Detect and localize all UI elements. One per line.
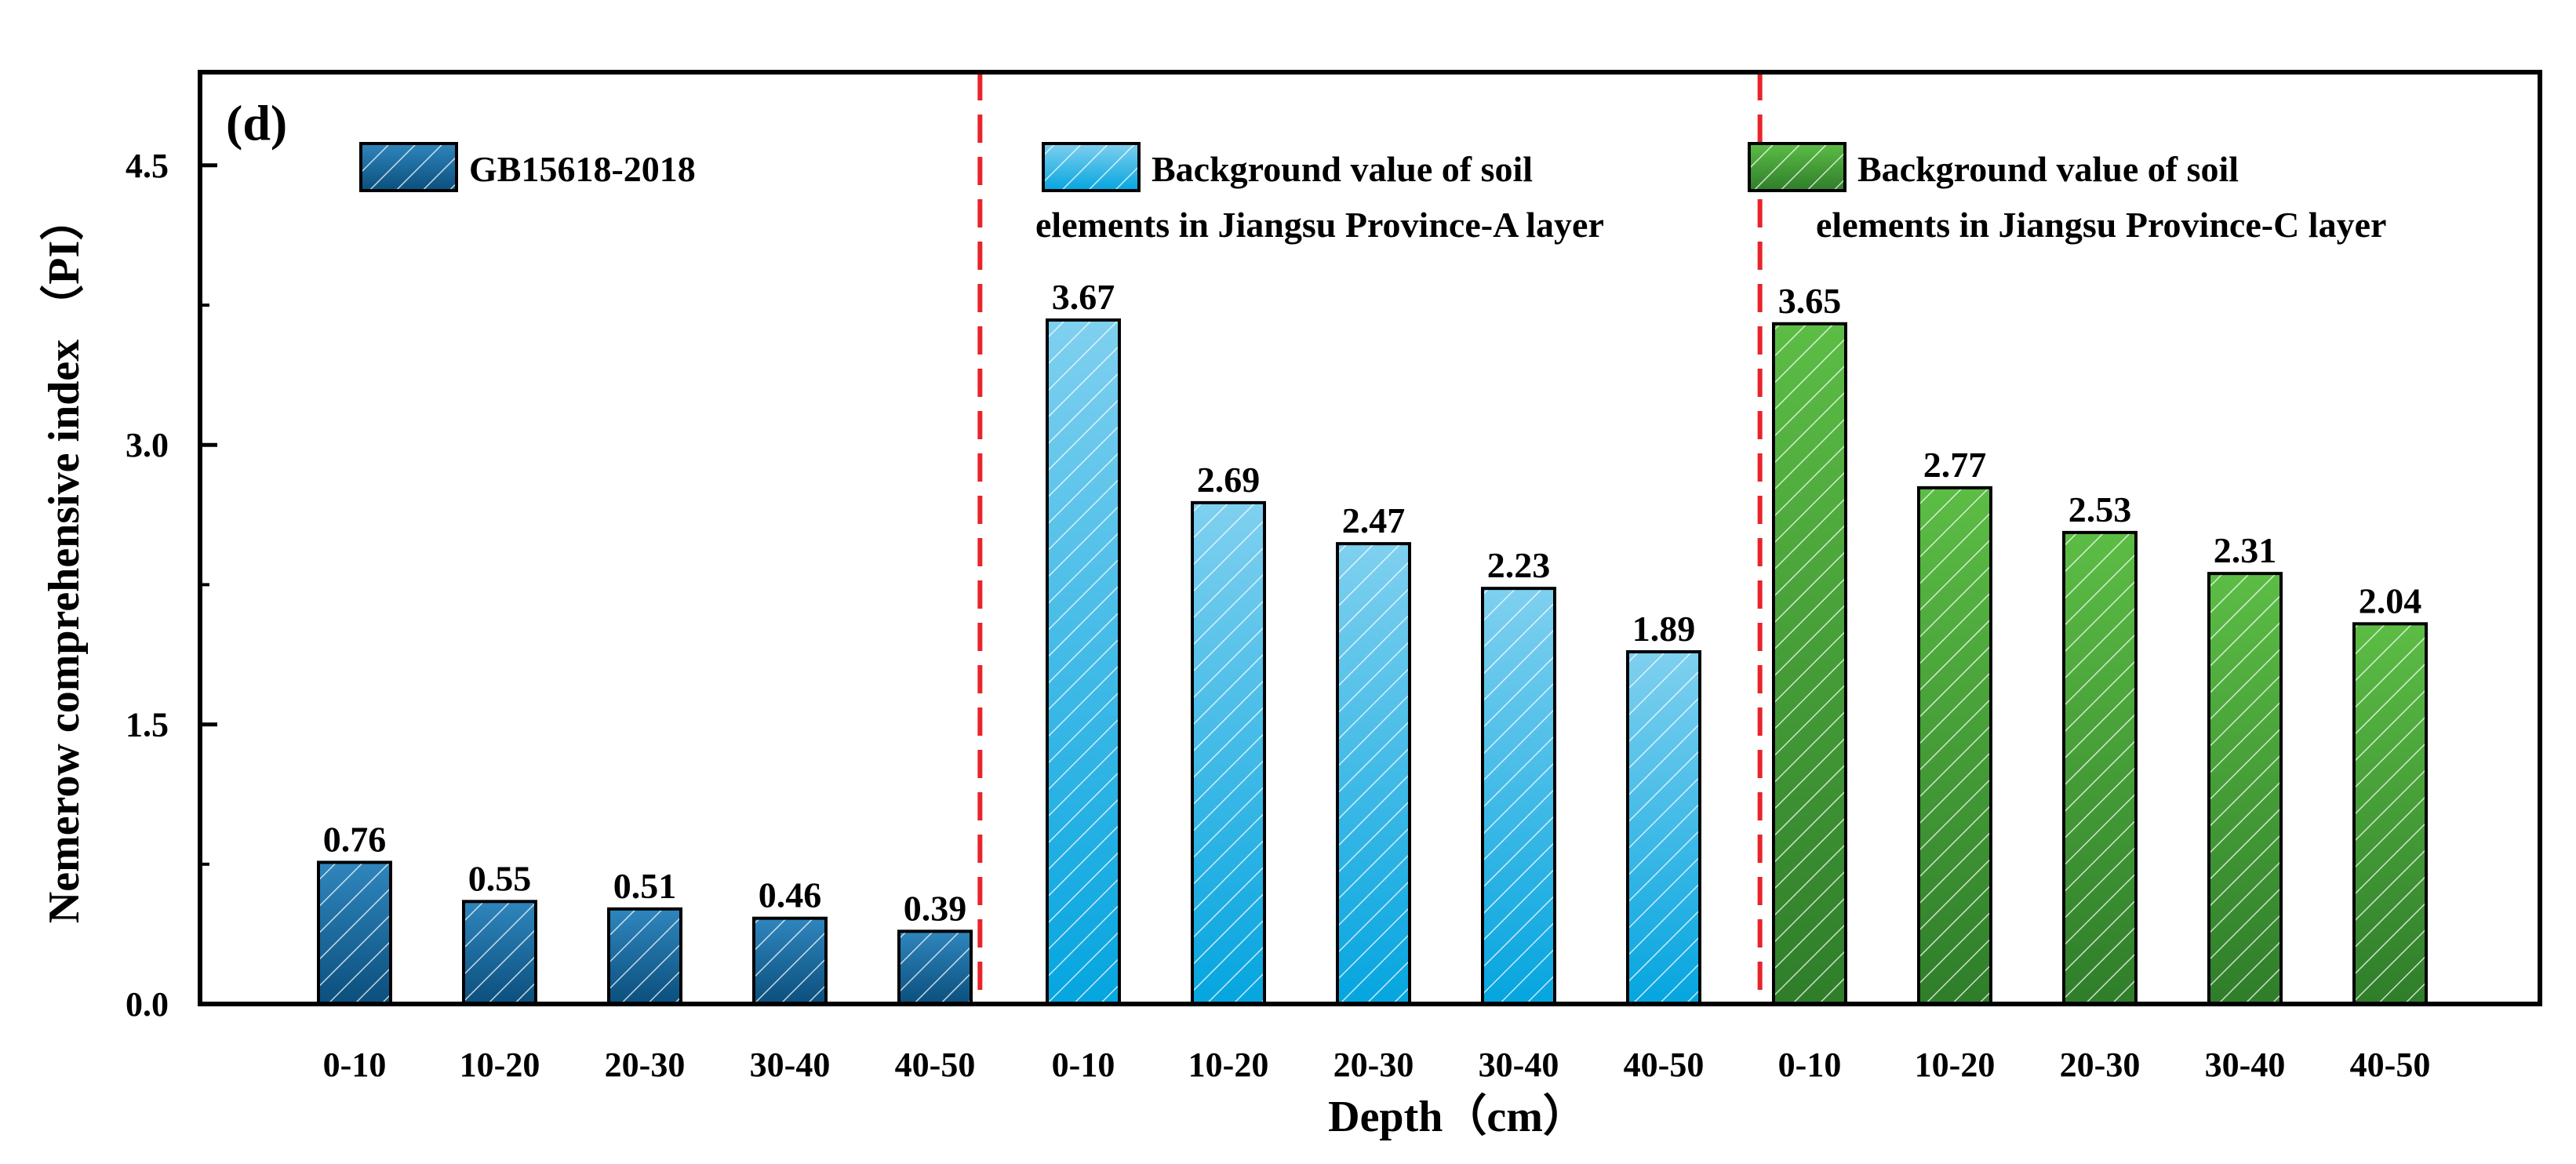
bar-hatch-1-1 [1191,500,1266,1006]
value-label: 0.55 [468,858,532,898]
value-label: 0.39 [904,888,967,928]
y-tick-label: 1.5 [126,706,169,744]
panel-label: (d) [226,95,287,151]
bar-hatch-0-4 [897,929,973,1006]
value-labels-layer: 0.76 0.55 0.51 0.46 0.39 3.67 2.69 2.47 2.23 1.89… [323,277,2422,928]
x-tick-label: 0-10 [1052,1046,1115,1084]
x-tick-label: 10-20 [1915,1046,1996,1084]
x-tick-label: 20-30 [605,1046,686,1084]
legend: GB15618-2018 Background value of soil elem… [359,142,2386,245]
bar-hatch-2-4 [2352,622,2428,1006]
bar-hatch-2-1 [1917,486,1992,1006]
x-tick-label: 20-30 [2060,1046,2141,1084]
value-label: 2.53 [2068,489,2132,529]
y-tick-label: 3.0 [126,426,169,464]
x-tick-label: 30-40 [750,1046,831,1084]
x-tick-label: 0-10 [1778,1046,1842,1084]
x-tick-label: 10-20 [460,1046,540,1084]
value-label: 2.31 [2214,530,2277,570]
x-tick-label: 30-40 [2205,1046,2286,1084]
bar-hatch-1-0 [1046,318,1121,1006]
legend-label-0: GB15618-2018 [469,149,696,189]
value-label: 2.04 [2359,580,2422,620]
legend-label-1: Background value of soil [1152,149,1533,189]
bar-hatch-1-3 [1481,587,1556,1006]
value-label: 2.77 [1923,445,1987,485]
y-tick-label: 4.5 [126,147,169,185]
bar-hatch-0-0 [317,860,392,1006]
x-tick-label: 30-40 [1479,1046,1559,1084]
value-label: 2.47 [1342,500,1406,540]
x-axis-title: Depth（cm） [1328,1092,1587,1141]
bar-hatch-2-0 [1772,322,1847,1006]
value-label: 2.69 [1197,460,1261,500]
value-label: 0.76 [323,819,387,859]
value-label: 3.67 [1052,277,1115,317]
x-tick-label: 20-30 [1333,1046,1414,1084]
x-tick-label: 40-50 [895,1046,976,1084]
value-label: 2.23 [1487,545,1551,585]
bar-hatch-2-3 [2207,572,2283,1006]
value-label: 3.65 [1778,281,1842,321]
legend-swatch-hatch-1 [1042,142,1141,192]
legend-swatch-hatch-2 [1748,142,1846,192]
bar-hatch-0-2 [607,907,682,1006]
legend-label-2: Background value of soil [1857,149,2239,189]
x-tick-label: 40-50 [2350,1046,2431,1084]
bar-hatch-0-1 [462,900,537,1006]
y-tick-label: 0.0 [126,985,169,1024]
y-axis: 0.0 1.5 3.0 4.5 [126,147,217,1024]
bar-hatch-2-2 [2062,530,2138,1006]
value-label: 0.46 [759,875,822,915]
x-tick-label: 40-50 [1624,1046,1705,1084]
value-label: 1.89 [1632,609,1696,649]
bar-hatch-0-3 [752,916,828,1006]
legend-swatch-hatch-0 [359,142,458,192]
separators-layer [977,72,1763,1004]
y-axis-title: Nemerow comprehensive index （PI） [39,197,89,924]
legend-label-2-line2: elements in Jiangsu Province-C layer [1816,205,2386,245]
plot-frame [198,70,2542,1006]
bars-layer [317,318,2428,1006]
legend-label-1-line2: elements in Jiangsu Province-A layer [1035,205,1604,245]
x-tick-label: 0-10 [323,1046,387,1084]
x-tick-label: 10-20 [1188,1046,1269,1084]
bar-hatch-1-2 [1336,542,1411,1006]
value-label: 0.51 [613,866,677,906]
bar-hatch-1-4 [1626,649,1701,1006]
x-axis: 0-10 10-20 20-30 30-40 40-50 0-10 10-20 20-30 30… [323,1046,2431,1084]
